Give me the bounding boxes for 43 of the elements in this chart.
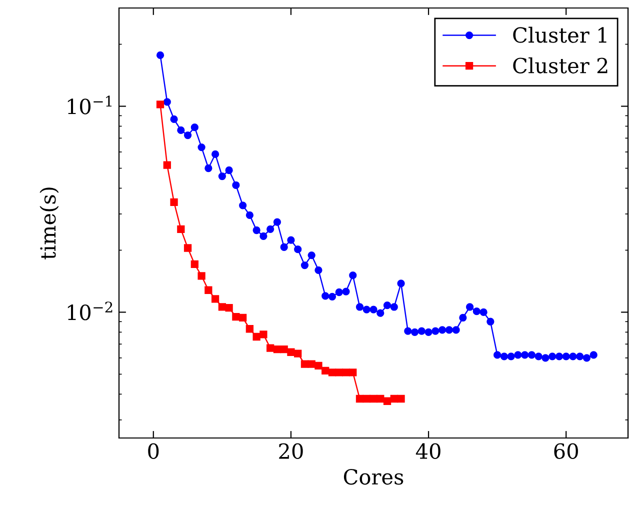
point [300, 360, 309, 368]
point [170, 198, 178, 206]
point [287, 348, 295, 356]
point [397, 394, 405, 403]
point [322, 366, 330, 375]
legend-label: Cluster 2 [513, 57, 608, 74]
y-tick-label: 10$^{−1}$ [68, 96, 112, 114]
point [232, 312, 240, 321]
point [328, 368, 336, 376]
legend-label: Cluster 1 [513, 26, 606, 43]
x-tick-label: 20 [279, 443, 303, 459]
y-axis-title: time(s) [40, 188, 59, 260]
point [376, 394, 384, 403]
point [356, 394, 364, 403]
point [280, 346, 288, 354]
point [184, 244, 192, 252]
point [225, 304, 233, 312]
point [273, 346, 282, 354]
point [190, 260, 198, 268]
point [349, 368, 357, 376]
y-tick-label: 10$^{−2}$ [68, 302, 112, 320]
point [370, 394, 378, 403]
x-tick-label: 40 [416, 443, 440, 459]
point [218, 303, 226, 311]
point [260, 330, 268, 338]
point [252, 332, 260, 341]
point [342, 368, 350, 376]
point [383, 397, 392, 405]
point [204, 286, 212, 294]
point [177, 225, 185, 234]
x-tick-label: 60 [554, 443, 578, 459]
point [246, 325, 254, 333]
point [294, 350, 302, 358]
point [156, 100, 164, 108]
point [238, 314, 247, 322]
point [163, 161, 171, 169]
point [266, 344, 274, 352]
point [314, 362, 322, 370]
point [211, 295, 220, 303]
x-tick-label: 0 [148, 443, 159, 459]
point [308, 360, 316, 368]
x-axis-title: Cores [344, 468, 404, 485]
point [198, 272, 206, 280]
